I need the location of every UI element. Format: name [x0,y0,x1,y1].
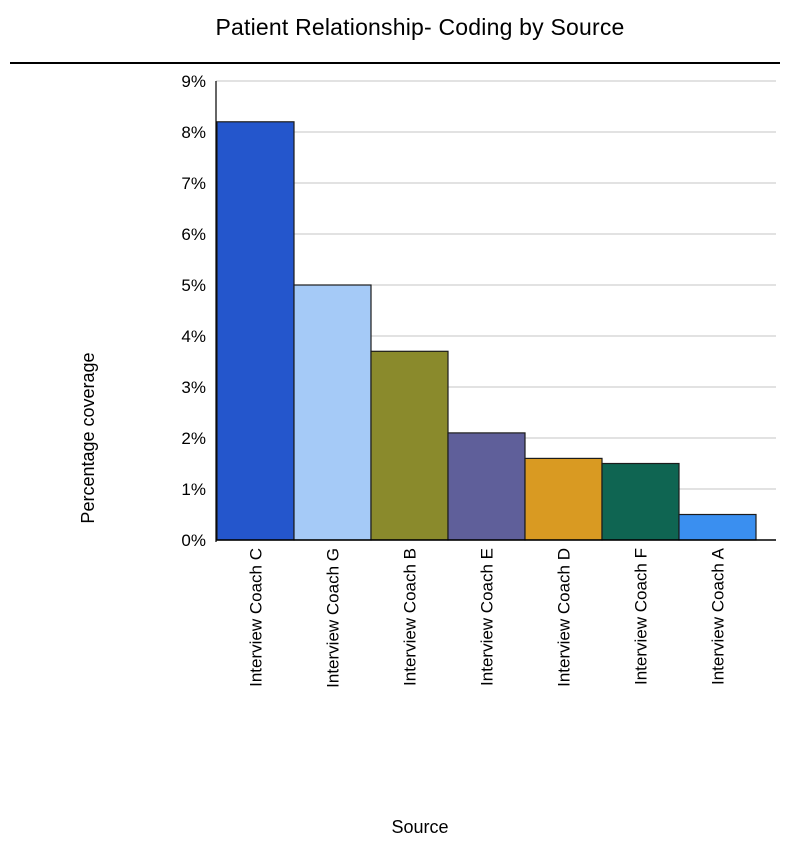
x-tick-label: Interview Coach D [555,548,574,687]
y-tick-label: 1% [181,480,206,499]
x-tick-label: Interview Coach B [401,548,420,686]
bar[interactable] [293,284,372,541]
x-axis-title: Source [391,817,448,837]
y-tick-label: 9% [181,72,206,91]
y-tick-label: 6% [181,225,206,244]
bar[interactable] [524,457,603,541]
chart-title: Patient Relationship- Coding by Source [215,14,625,40]
y-tick-label: 0% [181,531,206,550]
y-tick-label: 4% [181,327,206,346]
x-tick-label: Interview Coach G [324,548,343,688]
y-tick-label: 2% [181,429,206,448]
title-divider [10,62,780,64]
y-tick-label: 7% [181,174,206,193]
x-tick-label: Interview Coach A [709,547,728,685]
x-tick-label: Interview Coach C [247,548,266,687]
y-tick-label: 3% [181,378,206,397]
bar[interactable] [601,462,680,541]
x-tick-label: Interview Coach E [478,548,497,686]
bar[interactable] [370,350,449,541]
bar[interactable] [216,121,295,541]
bar[interactable] [678,513,757,541]
y-tick-label: 5% [181,276,206,295]
bar[interactable] [447,432,526,541]
y-tick-label: 8% [181,123,206,142]
x-tick-label: Interview Coach F [632,548,651,685]
y-axis-title: Percentage coverage [78,352,98,523]
